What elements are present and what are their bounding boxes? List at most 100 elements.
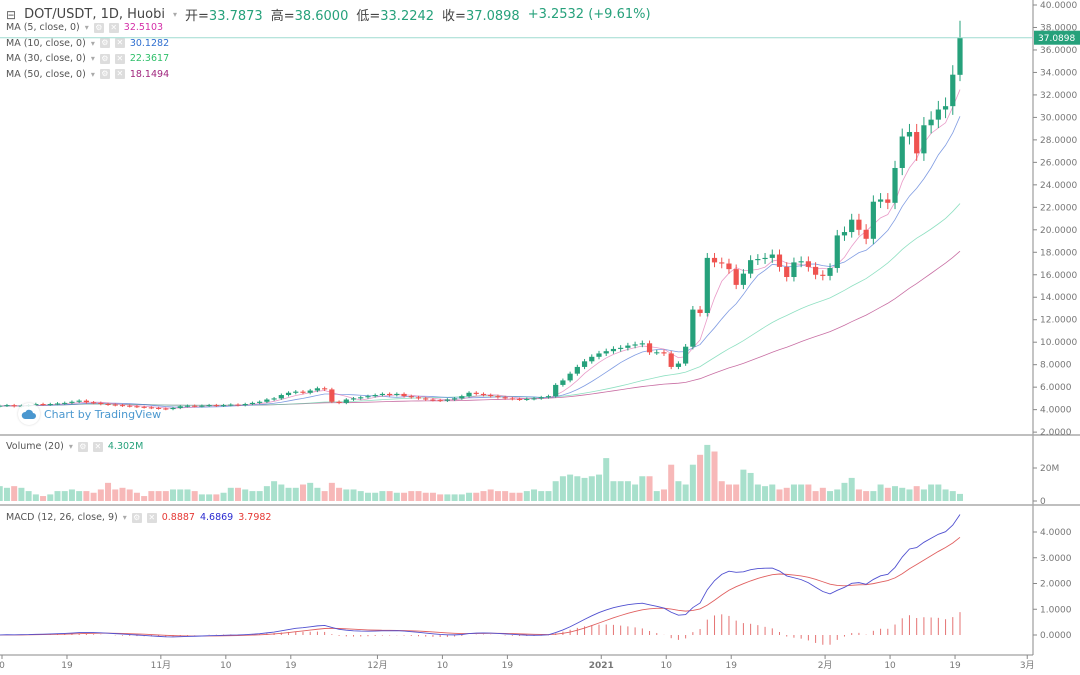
volume-bar xyxy=(3,487,10,501)
volume-bar xyxy=(148,491,155,501)
candle-body xyxy=(661,352,667,354)
high-label: 高= xyxy=(270,9,295,24)
price-tick-label: 32.0000 xyxy=(1040,91,1077,101)
price-tick-label: 12.0000 xyxy=(1040,316,1077,326)
candle-body xyxy=(690,309,696,347)
candle-body xyxy=(567,373,573,381)
volume-bar xyxy=(928,484,935,501)
volume-bar xyxy=(47,494,54,501)
candle-body xyxy=(437,400,443,402)
chevron-down-icon[interactable]: ▾ xyxy=(68,442,73,451)
candle-body xyxy=(935,109,941,120)
volume-bar xyxy=(372,492,379,501)
chevron-down-icon[interactable]: ▾ xyxy=(90,54,95,63)
volume-bar xyxy=(675,481,682,501)
close-icon[interactable]: ✕ xyxy=(92,441,103,452)
volume-bar xyxy=(119,487,126,501)
close-icon[interactable]: ✕ xyxy=(114,69,125,79)
settings-icon[interactable]: ⚙ xyxy=(131,512,142,523)
candle-body xyxy=(199,405,205,407)
settings-icon[interactable]: ⚙ xyxy=(77,441,88,452)
candle-body xyxy=(473,392,479,394)
close-icon[interactable]: ✕ xyxy=(146,512,157,523)
candle-body xyxy=(827,268,833,276)
volume-bar xyxy=(451,494,458,501)
volume-bar xyxy=(184,489,191,501)
high-value: 38.6000 xyxy=(294,9,349,24)
settings-icon[interactable]: ⚙ xyxy=(99,69,110,79)
chevron-down-icon[interactable]: ▾ xyxy=(122,513,127,522)
volume-bar xyxy=(494,491,501,501)
volume-bar xyxy=(653,491,660,501)
candle-body xyxy=(885,199,891,203)
close-icon[interactable]: ✕ xyxy=(108,22,119,33)
volume-bar xyxy=(170,489,177,501)
symbol-legend: ⊟ DOT/USDT, 1D, Huobi ▾ 开=33.7873 高=38.6… xyxy=(6,5,651,24)
candle-body xyxy=(184,405,191,407)
candle-body xyxy=(119,405,126,407)
volume-bar xyxy=(105,482,112,501)
candle-body xyxy=(235,404,241,406)
volume-bar xyxy=(480,491,487,501)
volume-bar xyxy=(668,464,675,501)
macd-legend: MACD (12, 26, close, 9) ▾ ⚙ ✕ 0.8887 4.6… xyxy=(6,512,271,523)
candle-body xyxy=(733,269,739,285)
volume-bar xyxy=(509,492,516,501)
candle-body xyxy=(914,132,920,154)
volume-bar xyxy=(574,476,581,501)
chevron-down-icon[interactable]: ▾ xyxy=(84,23,89,32)
volume-bar xyxy=(942,489,949,501)
macd-tick-label: 4.0000 xyxy=(1040,528,1072,538)
candle-body xyxy=(639,343,645,345)
settings-icon[interactable]: ⚙ xyxy=(93,22,104,33)
volume-bar xyxy=(393,492,400,501)
collapse-icon[interactable]: ⊟ xyxy=(6,7,17,22)
candle-body xyxy=(242,404,248,406)
volume-bar xyxy=(429,492,436,501)
chevron-down-icon[interactable]: ▾ xyxy=(90,69,95,79)
time-tick-label: 0 xyxy=(0,661,5,671)
cloud-logo-icon xyxy=(18,403,40,425)
price-tick-label: 4.0000 xyxy=(1040,406,1072,416)
close-icon[interactable]: ✕ xyxy=(114,53,125,64)
volume-bar xyxy=(68,489,75,501)
price-tick-label: 20.0000 xyxy=(1040,226,1077,236)
candle-body xyxy=(957,37,963,75)
volume-bar xyxy=(328,482,335,501)
chevron-down-icon[interactable]: ▾ xyxy=(173,10,178,19)
volume-bar xyxy=(364,492,371,501)
settings-icon[interactable]: ⚙ xyxy=(99,53,110,64)
ma-value: 22.3617 xyxy=(129,53,170,64)
symbol-title[interactable]: DOT/USDT, 1D, Huobi xyxy=(24,7,165,22)
volume-bar xyxy=(812,491,819,501)
time-tick-label: 19 xyxy=(502,661,514,671)
volume-bar xyxy=(747,472,754,501)
close-icon[interactable]: ✕ xyxy=(114,38,125,48)
volume-bar xyxy=(473,492,480,501)
ma30-line xyxy=(0,203,961,407)
time-tick-label: 19 xyxy=(949,661,961,671)
volume-bar xyxy=(798,484,805,501)
volume-tick-label: 20M xyxy=(1040,464,1059,474)
price-tick-label: 16.0000 xyxy=(1040,271,1077,281)
volume-bar xyxy=(502,491,509,501)
volume-bar xyxy=(913,486,920,501)
time-tick-label: 10 xyxy=(437,661,449,671)
candle-body xyxy=(545,396,552,398)
volume-bar xyxy=(610,481,617,501)
tradingview-watermark[interactable]: Chart by TradingView xyxy=(18,403,161,425)
volume-bar xyxy=(877,484,884,501)
settings-icon[interactable]: ⚙ xyxy=(99,38,110,48)
candle-body xyxy=(401,393,407,397)
ma-value: 30.1282 xyxy=(129,37,170,49)
candle-body xyxy=(581,361,588,367)
candle-body xyxy=(798,261,804,263)
candle-body xyxy=(387,393,393,396)
price-tick-label: 6.0000 xyxy=(1040,383,1072,393)
time-tick-label: 10 xyxy=(220,661,232,671)
chevron-down-icon[interactable]: ▾ xyxy=(90,38,95,48)
volume-bar xyxy=(0,486,3,501)
ma10-line xyxy=(0,116,961,408)
macd-signal-line xyxy=(0,536,961,637)
